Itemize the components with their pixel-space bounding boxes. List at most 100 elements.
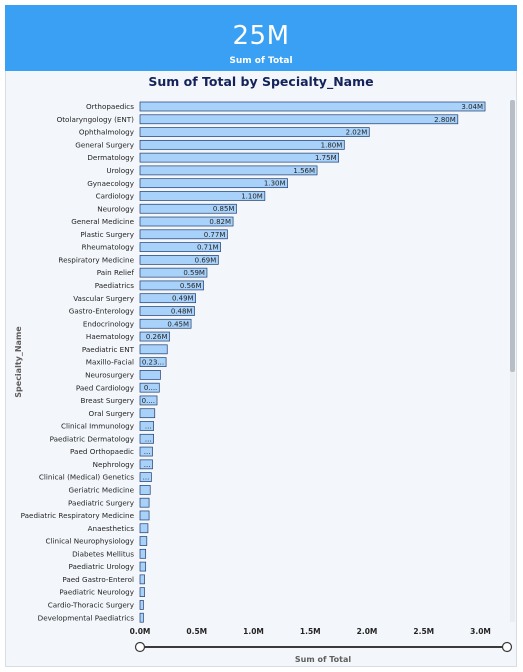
- bar[interactable]: [139, 255, 219, 265]
- bar[interactable]: [139, 280, 204, 291]
- scrollbar-thumb[interactable]: [510, 100, 515, 372]
- category-label: Gynaecology: [87, 179, 135, 188]
- bar[interactable]: [139, 459, 153, 470]
- bar[interactable]: [139, 344, 168, 355]
- bar[interactable]: [139, 587, 145, 597]
- data-label: 0.82M: [209, 218, 231, 226]
- bar[interactable]: [139, 408, 156, 419]
- data-label: ...: [145, 423, 152, 431]
- bar[interactable]: [139, 152, 339, 163]
- data-label: 1.30M: [264, 180, 286, 188]
- category-label: Pain Relief: [97, 268, 135, 277]
- kpi-card: 25M Sum of Total: [5, 5, 517, 71]
- data-label: 0.23...: [142, 359, 164, 367]
- bar[interactable]: [139, 242, 221, 252]
- bar[interactable]: [139, 421, 154, 431]
- bar[interactable]: [139, 446, 153, 457]
- bar[interactable]: [139, 331, 170, 342]
- bar[interactable]: [139, 523, 149, 534]
- data-label: ...: [144, 448, 151, 456]
- category-label: Respiratory Medicine: [58, 255, 134, 264]
- bar[interactable]: [139, 472, 152, 482]
- data-label: 0....: [144, 384, 157, 392]
- x-tick-label: 1.5M: [300, 627, 321, 636]
- x-tick-label: 1.0M: [243, 627, 264, 636]
- bar[interactable]: [139, 178, 288, 189]
- bar[interactable]: [139, 203, 237, 214]
- kpi-value: 25M: [232, 21, 290, 51]
- bar[interactable]: [139, 536, 148, 546]
- bar[interactable]: [139, 497, 150, 508]
- zoom-slider-end-handle[interactable]: [501, 641, 513, 653]
- category-label: Haematology: [86, 332, 135, 341]
- bar[interactable]: [139, 395, 158, 406]
- data-label: 0.77M: [204, 231, 226, 239]
- vertical-scrollbar[interactable]: [510, 100, 515, 622]
- bar[interactable]: [139, 548, 147, 559]
- bar[interactable]: [139, 485, 151, 495]
- data-label: ...: [144, 461, 151, 469]
- category-label: Paediatric Surgery: [68, 498, 135, 507]
- data-label: 0.48M: [171, 307, 193, 315]
- category-label: Endocrinology: [83, 319, 135, 328]
- category-label: General Medicine: [71, 217, 134, 226]
- bar[interactable]: [139, 114, 459, 125]
- category-label: Cardio-Thoracic Surgery: [48, 601, 135, 610]
- category-label: Neurology: [97, 204, 135, 213]
- bar[interactable]: [139, 306, 195, 316]
- category-label: Nephrology: [93, 460, 135, 469]
- bar[interactable]: [139, 216, 234, 227]
- category-label: Breast Surgery: [80, 396, 134, 405]
- bar[interactable]: [139, 139, 345, 150]
- bar[interactable]: [139, 600, 144, 610]
- category-label: Cardiology: [96, 192, 135, 201]
- category-label: General Surgery: [75, 140, 134, 149]
- x-tick-label: 2.0M: [357, 627, 378, 636]
- category-label: Orthopaedics: [86, 102, 134, 111]
- horizontal-zoom-slider[interactable]: [134, 641, 513, 653]
- data-label: ...: [145, 435, 152, 443]
- bar[interactable]: [139, 293, 196, 304]
- category-label: Ophthalmology: [79, 128, 135, 137]
- category-label: Clinical Neurophysiology: [46, 537, 135, 546]
- bar[interactable]: [139, 267, 208, 278]
- category-label: Oral Surgery: [89, 409, 135, 418]
- category-label: Maxillo-Facial: [86, 358, 134, 367]
- bar[interactable]: [139, 357, 167, 367]
- category-label: Otolaryngology (ENT): [57, 115, 135, 124]
- bar[interactable]: [139, 510, 150, 521]
- category-label: Plastic Surgery: [80, 230, 134, 239]
- bar[interactable]: [139, 165, 318, 176]
- category-label: Paed Gastro-Enterol: [62, 575, 134, 584]
- category-label: Paediatrics: [95, 281, 135, 290]
- bar[interactable]: [139, 191, 266, 201]
- x-tick-label: 0.0M: [130, 627, 151, 636]
- data-label: 2.02M: [346, 129, 368, 137]
- bar[interactable]: [139, 574, 145, 585]
- y-axis-title: Specialty_Name: [14, 326, 23, 398]
- category-label: Paediatric Neurology: [59, 588, 134, 597]
- data-label: 2.80M: [434, 116, 456, 124]
- bar[interactable]: [139, 370, 161, 380]
- bar[interactable]: [139, 433, 154, 444]
- data-label: 0.85M: [213, 205, 235, 213]
- data-label: 1.80M: [321, 141, 343, 149]
- category-label: Diabetes Mellitus: [72, 549, 134, 558]
- category-label: Rheumatology: [82, 243, 135, 252]
- category-labels: Orthopaedics Otolaryngology (ENT) Ophthalm…: [21, 102, 135, 622]
- bar[interactable]: [139, 229, 228, 240]
- bar[interactable]: [139, 612, 144, 623]
- bar[interactable]: [139, 382, 160, 393]
- category-label: Urology: [106, 166, 134, 175]
- data-label: 0.45M: [167, 320, 189, 328]
- zoom-slider-start-handle[interactable]: [134, 641, 146, 653]
- bar[interactable]: [139, 318, 192, 329]
- bar[interactable]: [139, 101, 486, 112]
- bar[interactable]: [139, 127, 370, 137]
- data-label: 1.10M: [241, 192, 263, 200]
- bar[interactable]: [139, 561, 147, 572]
- x-tick-label: 3.0M: [470, 627, 491, 636]
- category-label: Geriatric Medicine: [69, 486, 135, 495]
